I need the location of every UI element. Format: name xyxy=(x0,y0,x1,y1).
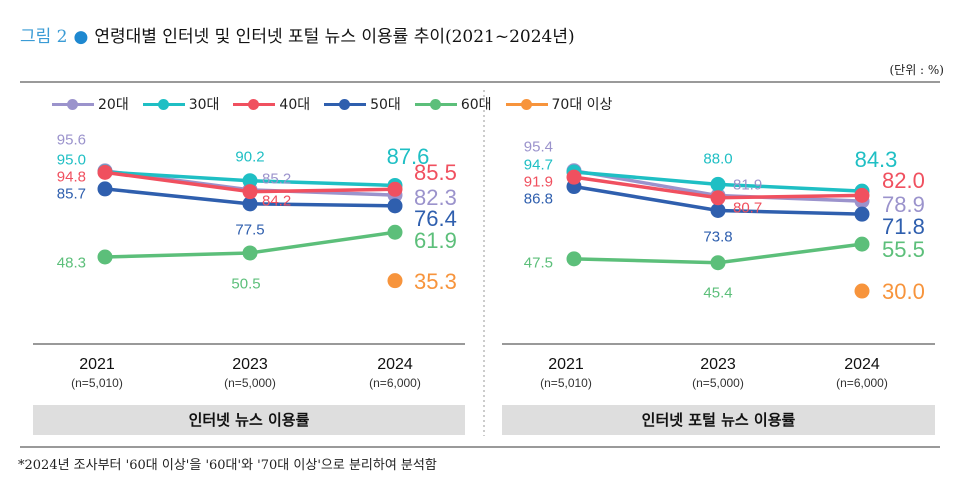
data-point xyxy=(387,181,403,197)
data-point xyxy=(566,169,582,185)
legend-label: 20대 xyxy=(98,97,129,113)
data-label: 73.8 xyxy=(703,228,732,245)
data-point xyxy=(242,173,258,189)
data-point xyxy=(854,206,870,222)
legend-item: 30대 xyxy=(142,94,220,114)
data-point xyxy=(710,190,726,206)
x-tick-note: (n=5,010) xyxy=(540,376,592,390)
x-tick-label: 2021 xyxy=(79,356,115,373)
data-point xyxy=(387,224,403,240)
data-label: 82.3 xyxy=(414,185,457,210)
legend-item: 40대 xyxy=(233,94,310,114)
data-label: 85.2 xyxy=(262,170,291,187)
legend-marker-icon xyxy=(142,98,185,110)
data-label: 47.5 xyxy=(524,254,553,271)
data-point xyxy=(242,245,258,261)
bullet-icon: ● xyxy=(73,27,89,47)
data-label: 82.0 xyxy=(882,168,925,193)
unit-label: (단위 : %) xyxy=(889,63,944,77)
data-label: 30.0 xyxy=(882,279,925,304)
figure-title-text: 연령대별 인터넷 및 인터넷 포털 뉴스 이용률 추이(2021~2024년) xyxy=(94,27,575,47)
legend-label: 30대 xyxy=(188,97,220,113)
data-label: 95.6 xyxy=(57,131,86,148)
top-rule xyxy=(20,81,940,83)
data-label: 76.4 xyxy=(414,206,457,231)
legend-marker-icon xyxy=(324,98,367,110)
legend: 20대 30대 40대 50대 60대 70대 이상 xyxy=(52,94,612,114)
data-label: 94.8 xyxy=(57,168,86,185)
legend-item: 20대 xyxy=(52,94,129,114)
x-tick-label: 2024 xyxy=(844,356,880,373)
data-point xyxy=(854,187,870,203)
data-label: 84.2 xyxy=(262,192,291,209)
data-point xyxy=(387,273,403,289)
data-label: 90.2 xyxy=(235,148,264,165)
data-point xyxy=(242,184,258,200)
x-tick-note: (n=6,000) xyxy=(836,376,888,390)
x-tick-label: 2023 xyxy=(700,356,736,373)
data-label: 81.9 xyxy=(733,176,762,193)
legend-marker-icon xyxy=(505,98,548,110)
data-label: 50.5 xyxy=(231,275,260,292)
data-label: 95.0 xyxy=(57,151,86,168)
data-label: 94.7 xyxy=(524,156,553,173)
data-label: 91.9 xyxy=(524,173,553,190)
data-label: 78.9 xyxy=(882,192,925,217)
panel-title-box xyxy=(33,405,465,435)
data-point xyxy=(97,181,113,197)
data-label: 88.0 xyxy=(703,150,732,167)
x-tick-label: 2023 xyxy=(232,356,268,373)
data-point xyxy=(242,196,258,212)
data-label: 61.9 xyxy=(414,228,457,253)
data-point xyxy=(97,249,113,265)
data-point xyxy=(710,176,726,192)
x-tick-note: (n=5,000) xyxy=(224,376,276,390)
legend-marker-icon xyxy=(414,98,457,110)
legend-marker-icon xyxy=(233,98,276,110)
x-tick-note: (n=6,000) xyxy=(369,376,421,390)
legend-label: 40대 xyxy=(279,97,311,113)
data-point xyxy=(710,202,726,218)
data-label: 71.8 xyxy=(882,214,925,239)
x-tick-note: (n=5,010) xyxy=(71,376,123,390)
data-point xyxy=(97,164,113,180)
data-label: 86.8 xyxy=(524,190,553,207)
figure-title: 그림 2 ● 연령대별 인터넷 및 인터넷 포털 뉴스 이용률 추이(2021~20… xyxy=(20,22,575,47)
data-label: 35.3 xyxy=(414,269,457,294)
data-label: 77.5 xyxy=(235,221,264,238)
panel-title: 인터넷 포털 뉴스 이용률 xyxy=(642,411,796,429)
data-label: 80.7 xyxy=(733,199,762,216)
bottom-rule xyxy=(20,446,940,448)
data-point xyxy=(710,255,726,271)
data-label: 84.3 xyxy=(855,147,898,172)
x-tick-label: 2024 xyxy=(377,356,413,373)
legend-item: 70대 이상 xyxy=(505,94,613,114)
legend-label: 70대 이상 xyxy=(551,97,613,113)
data-point xyxy=(854,236,870,252)
legend-marker-icon xyxy=(52,98,94,110)
x-tick-label: 2021 xyxy=(548,356,584,373)
data-label: 48.3 xyxy=(57,254,86,271)
legend-label: 50대 xyxy=(370,97,401,113)
data-label: 45.4 xyxy=(703,284,732,301)
x-tick-note: (n=5,000) xyxy=(692,376,744,390)
data-label: 95.4 xyxy=(524,138,553,155)
data-point xyxy=(387,198,403,214)
legend-item: 50대 xyxy=(324,94,401,114)
data-point xyxy=(854,283,870,299)
data-label: 55.5 xyxy=(882,237,925,262)
data-label: 87.6 xyxy=(387,144,430,169)
data-label: 85.5 xyxy=(414,160,457,185)
data-point xyxy=(566,251,582,267)
footnote: *2024년 조사부터 '60대 이상'을 '60대'와 '70대 이상'으로 … xyxy=(18,458,437,473)
data-label: 85.7 xyxy=(57,185,86,202)
panel-title: 인터넷 뉴스 이용률 xyxy=(189,411,310,429)
figure-number: 그림 2 xyxy=(20,27,68,47)
panel-title-box xyxy=(502,405,935,435)
